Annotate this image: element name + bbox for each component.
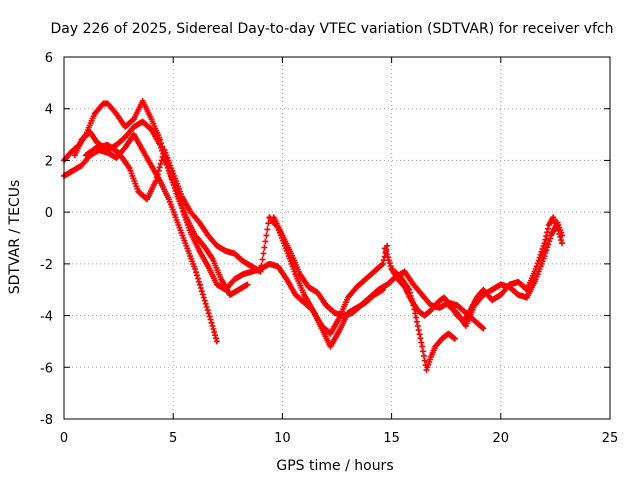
x-tick-label: 0	[60, 431, 68, 446]
chart-title: Day 226 of 2025, Sidereal Day-to-day VTE…	[50, 21, 613, 37]
data-series	[61, 98, 565, 373]
series-arc	[445, 219, 565, 329]
y-tick-label: -6	[40, 361, 53, 376]
series-markers	[82, 141, 391, 337]
series-arc	[82, 141, 391, 337]
y-tick-label: 6	[45, 51, 53, 66]
y-tick-label: 0	[45, 206, 53, 221]
x-tick-label: 10	[274, 431, 291, 446]
x-tick-label: 20	[493, 431, 510, 446]
axis-tick-labels: 0 5 10 15 20 25 -8 -6 -4 -2 0 2 4 6	[40, 51, 618, 446]
x-axis-label: GPS time / hours	[276, 458, 393, 474]
y-tick-label: -2	[40, 258, 53, 273]
x-tick-label: 25	[602, 431, 619, 446]
plot-frame	[63, 56, 611, 420]
series-markers	[382, 245, 458, 373]
y-tick-label: -4	[40, 310, 53, 325]
series-arc	[382, 245, 458, 373]
x-tick-label: 5	[169, 431, 177, 446]
x-tick-label: 15	[383, 431, 400, 446]
axis-ticks	[63, 56, 611, 420]
y-tick-label: 2	[45, 154, 53, 169]
y-tick-label: -8	[40, 413, 53, 428]
series-markers	[445, 219, 565, 329]
y-axis-label: SDTVAR / TECUs	[7, 180, 23, 295]
y-tick-label: 4	[45, 103, 53, 118]
